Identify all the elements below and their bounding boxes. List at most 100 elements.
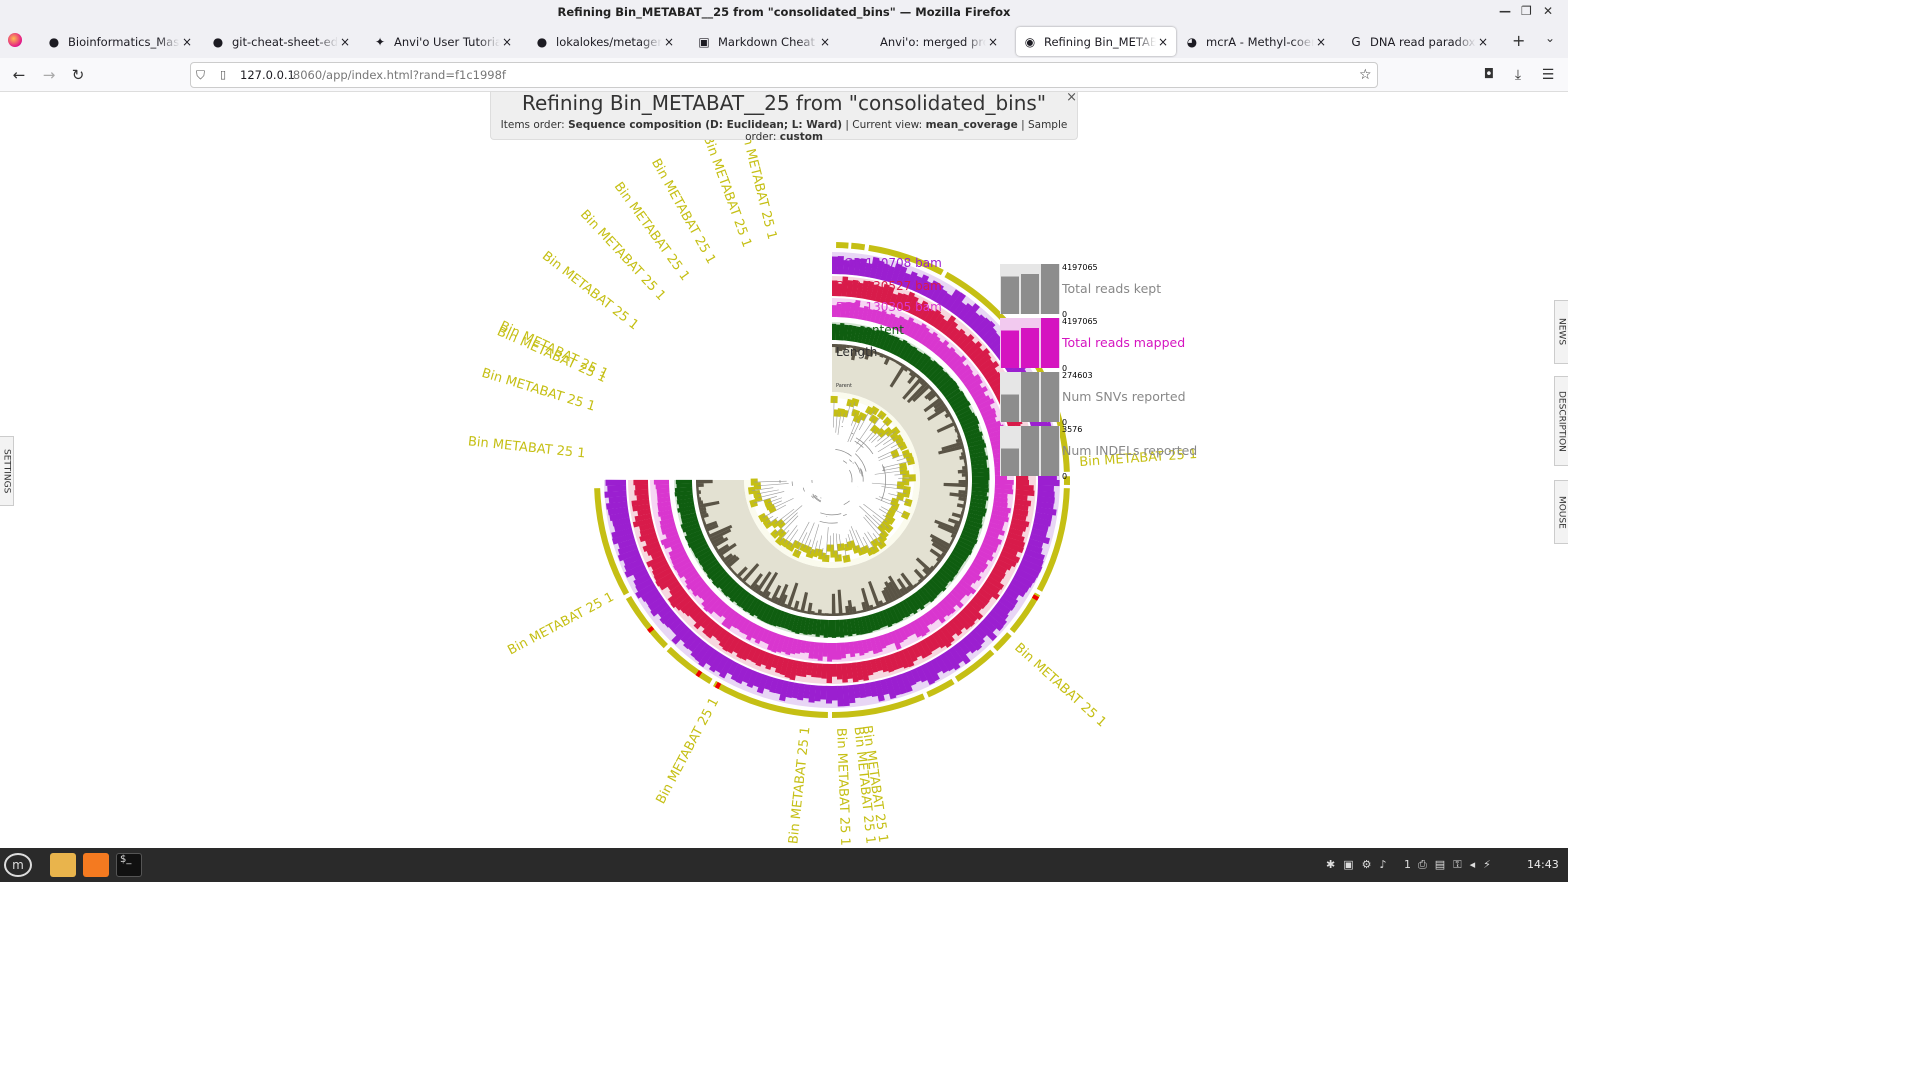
files-icon[interactable]	[50, 853, 76, 877]
bin-segment[interactable]	[832, 693, 925, 718]
tree-leaf[interactable]	[876, 539, 887, 550]
reload-icon[interactable]: ↻	[71, 66, 85, 84]
ring-bgr1[interactable]	[604, 252, 1060, 708]
bin-label[interactable]: Bin METABAT 25 1	[654, 695, 723, 806]
new-tab-icon[interactable]: +	[1512, 31, 1526, 50]
tray-status-icons[interactable]: ⎙▤⚿◂⚡	[1418, 858, 1499, 871]
downloads-icon[interactable]: ⤓	[1514, 67, 1522, 83]
tree-leaf[interactable]	[836, 543, 845, 552]
bin-segment[interactable]	[1063, 476, 1070, 485]
bar-chart-1[interactable]: 4197065 0 Total reads mapped	[1000, 317, 1185, 373]
firefox-taskbar-icon[interactable]	[83, 853, 109, 877]
bar-series-label[interactable]: Total reads kept	[1061, 281, 1161, 296]
tab-close-icon[interactable]: ×	[501, 34, 513, 49]
bin-segment[interactable]	[993, 632, 1012, 652]
bin-segment[interactable]	[836, 242, 849, 249]
tab-7[interactable]: ◉ Refining Bin_METABAT×	[1016, 27, 1176, 56]
bin-segment[interactable]	[954, 649, 995, 682]
bar-series-label[interactable]: Num INDELs reported	[1062, 443, 1197, 458]
bin-label[interactable]: Bin METABAT 25 1	[497, 319, 610, 382]
tab-news[interactable]: NEWS	[1554, 300, 1568, 364]
layer-label-bgr1[interactable]: BGR 130708 bam	[836, 256, 942, 270]
bin-segment[interactable]	[851, 242, 866, 251]
bar[interactable]	[1041, 372, 1059, 422]
bin-segment[interactable]	[926, 678, 955, 698]
bin-ring[interactable]	[594, 242, 1070, 718]
tab-close-icon[interactable]: ×	[1157, 34, 1169, 49]
tab-8[interactable]: ◕ mcrA - Methyl-coenzym×	[1178, 27, 1334, 56]
forward-icon[interactable]: →	[42, 66, 56, 84]
maximize-icon[interactable]: ❐	[1521, 4, 1532, 18]
bin-label[interactable]: Bin METABAT 25 1	[833, 728, 852, 846]
tab-3[interactable]: ✦ Anvi'o User Tutorial for×	[366, 27, 520, 56]
system-tray-icons[interactable]: ✱▣⚙♪	[1326, 858, 1395, 871]
tab-5[interactable]: ▣ Markdown Cheat Sheet×	[690, 27, 838, 56]
workspace-indicator[interactable]: 1	[1404, 858, 1411, 871]
bin-segment[interactable]	[1009, 592, 1041, 633]
bar-chart-2[interactable]: 274603 0 Num SNVs reported	[1000, 371, 1186, 427]
url-bar[interactable]: ⛉ ▯ 127.0.0.1 :8060/app/index.html?rand=…	[190, 62, 1378, 88]
bar-series-label[interactable]: Total reads mapped	[1061, 335, 1185, 350]
tree-leaf[interactable]	[842, 554, 851, 563]
bin-label[interactable]: Bin METABAT 25 1	[467, 434, 586, 461]
bar[interactable]	[1021, 372, 1039, 422]
bar[interactable]	[1041, 426, 1059, 476]
tab-close-icon[interactable]: ×	[1315, 34, 1327, 49]
bar[interactable]	[1001, 448, 1019, 477]
bar-series-label[interactable]: Num SNVs reported	[1062, 389, 1186, 404]
close-window-icon[interactable]: ✕	[1543, 4, 1554, 18]
bar[interactable]	[1001, 276, 1019, 315]
bar[interactable]	[1041, 318, 1059, 368]
bar[interactable]	[1021, 426, 1039, 476]
panel-close-button[interactable]: ×	[1066, 92, 1077, 105]
bin-segment[interactable]	[713, 680, 828, 718]
tab-9[interactable]: G DNA read paradox - Goo×	[1342, 27, 1496, 56]
bin-label[interactable]: Bin METABAT 25 1	[786, 726, 813, 845]
bar-chart-0[interactable]: 4197065 0 Total reads kept	[1000, 263, 1161, 319]
layer-label-bgr2[interactable]: BGR 130527 bam	[836, 279, 942, 293]
layer-label-length[interactable]: Length	[836, 345, 877, 359]
shield-icon[interactable]: ⛉	[196, 68, 206, 82]
terminal-icon[interactable]: $_	[116, 853, 142, 877]
tab-2[interactable]: ● git-cheat-sheet-educati×	[204, 27, 358, 56]
firefox-icon[interactable]	[8, 33, 22, 47]
back-icon[interactable]: ←	[12, 66, 26, 84]
ring-gc[interactable]	[674, 322, 990, 638]
tab-mouse[interactable]: MOUSE	[1554, 480, 1568, 544]
tab-1[interactable]: ● Bioinformatics_Master_×	[40, 27, 200, 56]
bin-segment[interactable]	[594, 488, 630, 596]
bin-label[interactable]: Bin METABAT 25 1	[505, 590, 616, 659]
ring-length[interactable]	[696, 344, 968, 616]
tab-close-icon[interactable]: ×	[181, 34, 193, 49]
tree-leaf[interactable]	[852, 544, 862, 554]
circular-phylogram[interactable]: Bin METABAT 25 1 Bin METABAT 25 1 Bin META…	[0, 92, 1568, 848]
tab-close-icon[interactable]: ×	[1477, 34, 1489, 49]
bin-segment[interactable]	[1036, 488, 1070, 592]
bin-label[interactable]: Bin METABAT 25 1	[1011, 640, 1109, 730]
tree-leaf[interactable]	[758, 512, 768, 523]
tab-settings[interactable]: SETTINGS	[0, 436, 14, 506]
mint-menu-icon[interactable]: m	[4, 853, 32, 877]
bin-segment[interactable]	[625, 596, 668, 649]
tab-close-icon[interactable]: ×	[819, 34, 831, 49]
tab-description[interactable]: DESCRIPTION	[1554, 376, 1568, 466]
bar-chart-3[interactable]: 3576 0 Num INDELs reported	[1000, 425, 1197, 481]
bar[interactable]	[1001, 330, 1019, 369]
pocket-icon[interactable]: ◘	[1483, 67, 1495, 82]
bookmark-star-icon[interactable]: ☆	[1359, 67, 1372, 83]
bar[interactable]	[1021, 274, 1039, 314]
list-tabs-icon[interactable]: ⌄	[1545, 31, 1556, 45]
bar[interactable]	[1021, 328, 1039, 368]
layer-label-gc[interactable]: GC-content	[836, 323, 904, 337]
ring-bgr3[interactable]	[650, 298, 1014, 662]
bin-segment[interactable]	[868, 244, 944, 276]
bar[interactable]	[1041, 264, 1059, 314]
bar[interactable]	[1001, 394, 1019, 423]
tab-6[interactable]: Anvi'o: merged profiles×	[852, 27, 1006, 56]
tab-close-icon[interactable]: ×	[663, 34, 675, 49]
tab-4[interactable]: ● lokalokes/metagenomic×	[528, 27, 682, 56]
tree-leaf[interactable]	[826, 544, 834, 552]
tab-close-icon[interactable]: ×	[987, 34, 999, 49]
menu-icon[interactable]: ☰	[1541, 67, 1555, 83]
minimize-icon[interactable]: —	[1499, 4, 1511, 18]
